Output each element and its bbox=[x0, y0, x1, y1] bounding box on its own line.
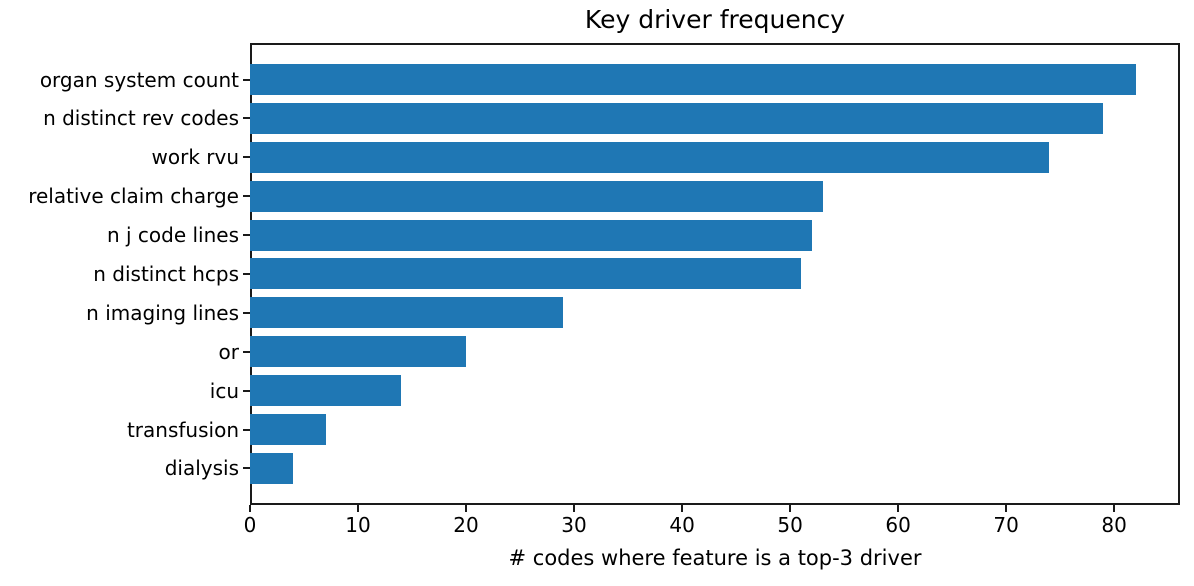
ytick-label-n-j-code-lines: n j code lines bbox=[106, 223, 239, 248]
bar-transfusion bbox=[250, 414, 326, 446]
ytick-mark bbox=[243, 195, 250, 198]
xtick-label-20: 20 bbox=[453, 513, 479, 537]
bar-n-imaging-lines bbox=[250, 297, 564, 329]
x-axis-label: # codes where feature is a top-3 driver bbox=[508, 546, 922, 570]
bar-organ-system-count bbox=[250, 64, 1136, 96]
ytick-label-relative-claim-charge: relative claim charge bbox=[28, 184, 239, 209]
xtick-mark bbox=[573, 505, 575, 512]
ytick-mark bbox=[243, 389, 250, 392]
xtick-label-70: 70 bbox=[993, 513, 1019, 537]
xtick-mark bbox=[1113, 505, 1116, 512]
xtick-label-0: 0 bbox=[243, 513, 257, 537]
ytick-label-organ-system-count: organ system count bbox=[39, 67, 239, 92]
ytick-label-n-imaging-lines: n imaging lines bbox=[86, 300, 239, 325]
xtick-mark bbox=[357, 505, 359, 512]
xtick-label-60: 60 bbox=[885, 513, 911, 537]
ytick-mark bbox=[243, 311, 250, 314]
xtick-label-30: 30 bbox=[561, 513, 587, 537]
chart-title: Key driver frequency bbox=[584, 5, 846, 34]
xtick-label-50: 50 bbox=[777, 513, 803, 537]
xtick-label-80: 80 bbox=[1101, 513, 1127, 537]
xtick-mark bbox=[897, 505, 900, 512]
ytick-label-icu: icu bbox=[209, 378, 239, 403]
ytick-mark bbox=[243, 78, 250, 81]
bar-or bbox=[250, 336, 466, 368]
ytick-mark bbox=[243, 428, 250, 431]
bar-n-j-code-lines bbox=[250, 219, 812, 251]
ytick-label-n-distinct-hcps: n distinct hcps bbox=[93, 262, 239, 286]
xtick-label-10: 10 bbox=[345, 513, 371, 537]
xtick-label-40: 40 bbox=[669, 513, 695, 537]
bar-dialysis bbox=[250, 452, 294, 484]
ytick-mark bbox=[243, 467, 250, 470]
xtick-mark bbox=[249, 505, 251, 512]
ytick-label-dialysis: dialysis bbox=[164, 456, 239, 481]
ytick-mark bbox=[243, 350, 250, 353]
ytick-label-transfusion: transfusion bbox=[126, 417, 239, 442]
xtick-mark bbox=[681, 505, 684, 512]
ytick-mark bbox=[243, 273, 250, 275]
bar-work-rvu bbox=[250, 141, 1050, 173]
ytick-label-work-rvu: work rvu bbox=[151, 145, 240, 170]
ytick-label-n-distinct-rev-codes: n distinct rev codes bbox=[43, 106, 239, 131]
xtick-mark bbox=[465, 505, 467, 512]
bar-icu bbox=[250, 375, 402, 407]
xtick-mark bbox=[789, 505, 792, 512]
ytick-mark bbox=[243, 156, 250, 159]
bar-n-distinct-rev-codes bbox=[250, 102, 1104, 134]
bar-relative-claim-charge bbox=[250, 180, 823, 212]
ytick-mark bbox=[243, 117, 250, 120]
ytick-mark bbox=[243, 234, 250, 237]
xtick-mark bbox=[1005, 505, 1008, 512]
bar-n-distinct-hcps bbox=[250, 258, 801, 290]
ytick-label-or: or bbox=[218, 339, 239, 364]
